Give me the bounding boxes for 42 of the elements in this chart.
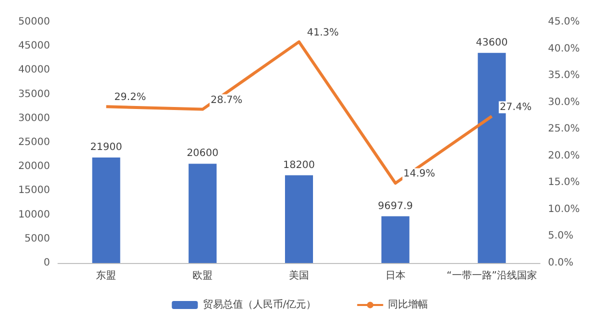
data-label: 28.7% <box>210 94 242 106</box>
y-tick-label: 30000 <box>18 112 50 124</box>
data-label: 9697.9 <box>378 200 413 212</box>
y-tick-label: 35000 <box>18 88 50 100</box>
data-label: 20600 <box>186 148 219 160</box>
y-tick-label: 45000 <box>18 40 50 52</box>
y2-tick-label: 20.0% <box>548 150 580 162</box>
x-tick-label: 东盟 <box>96 270 116 282</box>
bar <box>188 164 217 263</box>
y-tick-label: 15000 <box>18 185 50 196</box>
y2-tick-label: 5.0% <box>548 230 574 242</box>
y-tick-label: 5000 <box>24 233 50 244</box>
data-label: 21900 <box>90 142 122 153</box>
data-label: 41.3% <box>307 27 339 38</box>
bar <box>381 216 410 263</box>
y2-tick-label: 0.0% <box>548 258 574 268</box>
y2-tick-label: 40.0% <box>548 43 580 54</box>
bar <box>285 175 313 263</box>
y-tick-label: 20000 <box>18 161 50 172</box>
x-tick-label: “一带一路”沿线国家 <box>446 270 537 282</box>
y2-tick-label: 30.0% <box>548 96 580 108</box>
x-tick-label: 美国 <box>289 270 309 282</box>
data-label: 18200 <box>283 160 315 171</box>
y-tick-label: 0 <box>44 258 50 268</box>
bar <box>92 157 120 263</box>
legend-label: 贸易总值（人民币/亿元） <box>202 298 316 310</box>
y-tick-label: 40000 <box>18 64 50 76</box>
y-tick-label: 50000 <box>18 16 50 28</box>
x-tick-label: 欧盟 <box>192 270 213 282</box>
y-tick-label: 25000 <box>18 137 50 148</box>
x-tick-label: 日本 <box>385 270 406 282</box>
y2-tick-label: 10.0% <box>548 204 580 215</box>
data-label: 29.2% <box>114 92 146 104</box>
y2-tick-label: 25.0% <box>548 124 580 135</box>
data-label: 43600 <box>476 37 508 48</box>
y2-tick-label: 45.0% <box>548 16 580 28</box>
data-label: 14.9% <box>403 168 436 180</box>
data-label: 27.4% <box>500 102 532 113</box>
y2-tick-label: 15.0% <box>548 177 580 188</box>
y2-tick-label: 35.0% <box>548 70 580 82</box>
legend-label: 同比增幅 <box>388 298 428 310</box>
y-tick-label: 10000 <box>18 209 50 220</box>
